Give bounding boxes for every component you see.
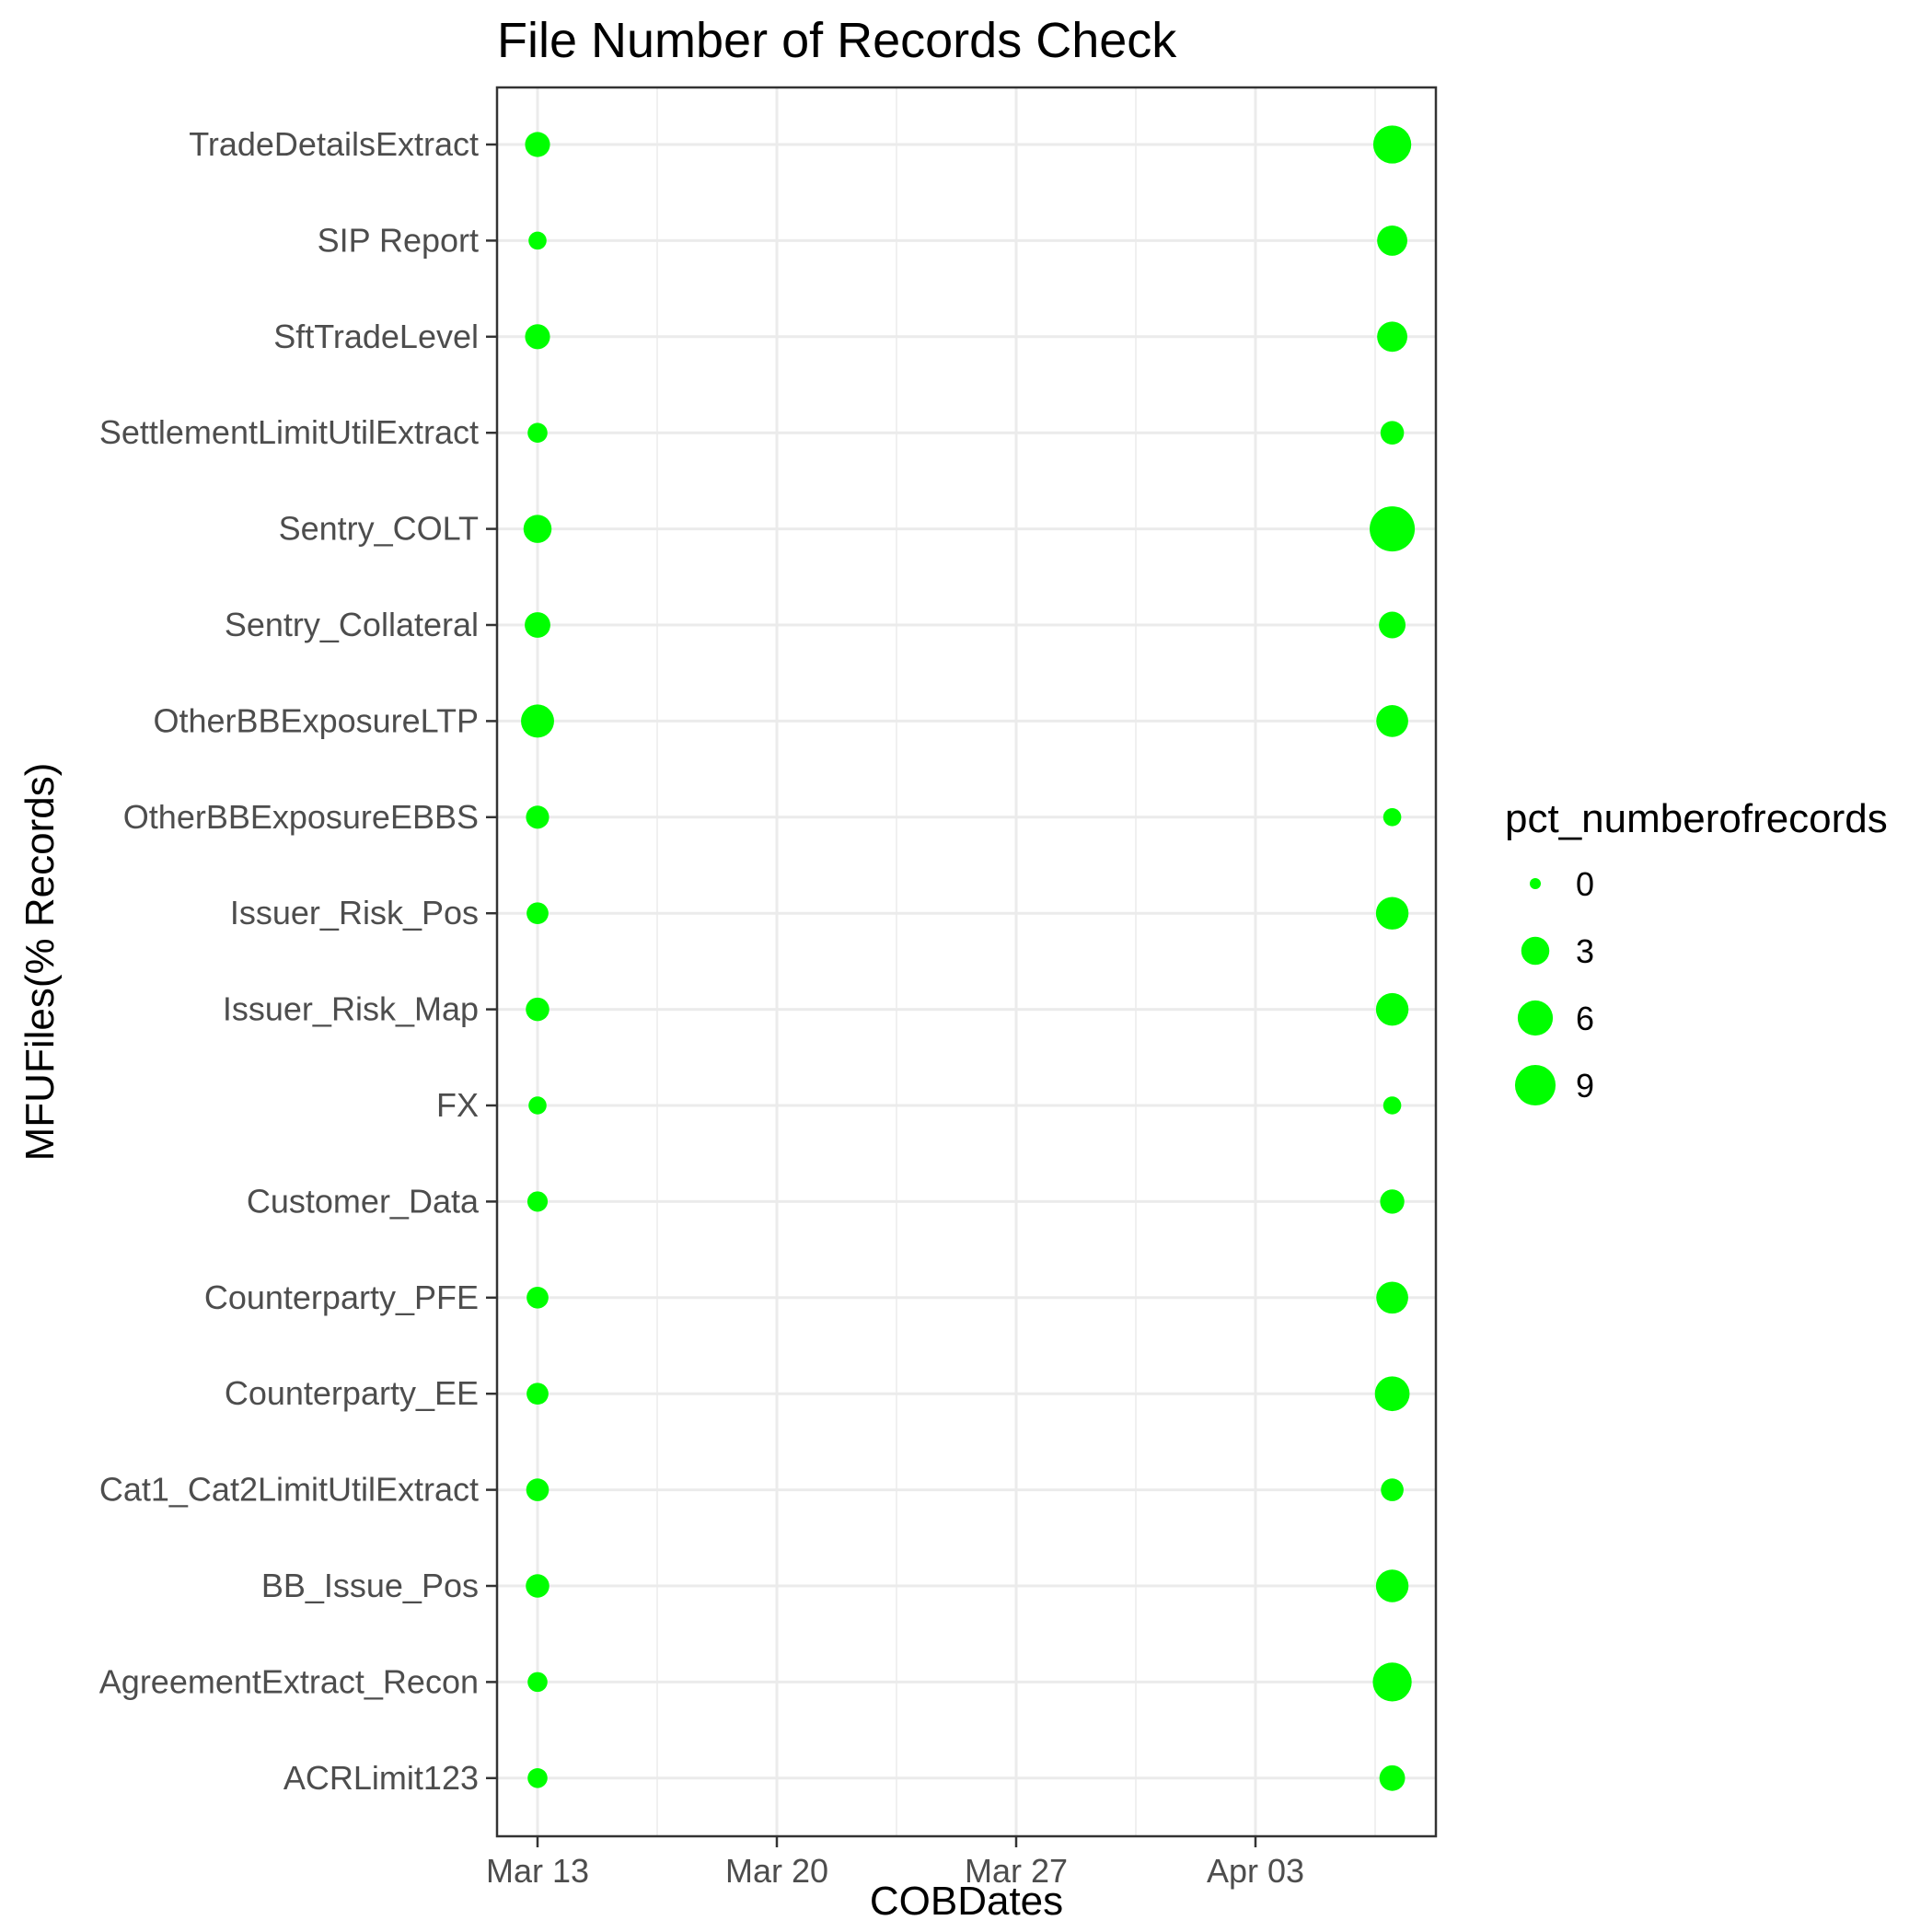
y-axis-title: MFUFiles(% Records) <box>17 763 63 1162</box>
data-point <box>525 612 550 638</box>
legend-key <box>1514 1064 1556 1106</box>
data-point <box>1382 1096 1402 1115</box>
data-point <box>1380 1189 1405 1214</box>
x-tick-label: Mar 20 <box>725 1852 828 1890</box>
points <box>521 125 1416 1791</box>
panel-border <box>495 86 1438 1838</box>
y-tick-label: SettlementLimitUtilExtract <box>99 413 479 451</box>
y-tick-label: Counterparty_EE <box>225 1374 479 1412</box>
data-point <box>1379 1764 1406 1791</box>
data-point <box>526 1478 550 1501</box>
data-point <box>527 422 548 443</box>
y-tick-label: Customer_Data <box>247 1182 480 1220</box>
data-point <box>1372 1662 1412 1702</box>
y-tick-label: FX <box>436 1086 479 1124</box>
data-point <box>1374 1376 1410 1412</box>
data-point <box>525 132 550 157</box>
legend: pct_numberofrecords 0 3 6 9 <box>1505 796 1888 1106</box>
data-point <box>1381 1478 1404 1501</box>
y-tick-label: Counterparty_PFE <box>204 1278 479 1316</box>
data-point <box>1372 125 1412 164</box>
x-axis: Mar 13 Mar 20 Mar 27 Apr 03 <box>486 1836 1304 1890</box>
data-point <box>523 515 552 543</box>
y-tick-label: Sentry_COLT <box>279 510 479 548</box>
y-tick-label: SIP Report <box>318 221 479 259</box>
x-tick-label: Mar 27 <box>965 1852 1068 1890</box>
data-point <box>526 997 550 1022</box>
y-tick-label: TradeDetailsExtract <box>189 125 479 163</box>
grid-major <box>497 87 1436 1836</box>
legend-title: pct_numberofrecords <box>1505 796 1888 841</box>
data-point <box>1375 897 1409 930</box>
data-point <box>527 1672 548 1693</box>
data-point <box>521 704 554 738</box>
y-tick-label: Issuer_Risk_Pos <box>230 894 479 931</box>
y-tick-label: BB_Issue_Pos <box>261 1567 479 1604</box>
y-tick-label: OtherBBExposureEBBS <box>123 798 479 836</box>
data-point <box>1375 992 1409 1026</box>
data-point <box>1377 225 1408 256</box>
data-point <box>1376 1281 1408 1314</box>
data-point <box>526 1191 549 1212</box>
data-point <box>1379 611 1406 639</box>
data-point <box>1370 506 1416 552</box>
y-tick-label: ACRLimit123 <box>283 1759 479 1797</box>
legend-label: 0 <box>1576 865 1594 903</box>
legend-key <box>1517 1000 1554 1036</box>
data-point <box>1375 1569 1409 1602</box>
x-tick-label: Mar 13 <box>486 1852 589 1890</box>
legend-key <box>1530 878 1541 889</box>
data-point <box>526 805 550 829</box>
y-tick-label: Sentry_Collateral <box>225 606 479 643</box>
y-tick-label: Issuer_Risk_Map <box>223 990 479 1028</box>
data-point <box>1382 808 1402 827</box>
data-point <box>526 902 549 925</box>
x-axis-title: COBDates <box>870 1879 1063 1924</box>
data-point <box>528 231 547 250</box>
data-point <box>526 1286 549 1309</box>
y-tick-label: OtherBBExposureLTP <box>154 701 480 739</box>
data-point <box>526 1382 549 1406</box>
chart-title: File Number of Records Check <box>497 13 1177 68</box>
data-point <box>525 324 550 350</box>
legend-key <box>1521 936 1550 966</box>
data-point <box>527 1768 548 1788</box>
data-point <box>1377 321 1408 353</box>
data-point <box>1380 421 1405 445</box>
data-point <box>526 1574 550 1598</box>
y-tick-label: Cat1_Cat2LimitUtilExtract <box>99 1471 479 1509</box>
y-tick-label: AgreementExtract_Recon <box>99 1662 479 1700</box>
grid-minor <box>656 87 1376 1836</box>
data-point <box>528 1096 547 1115</box>
legend-label: 9 <box>1576 1067 1594 1105</box>
data-point <box>1376 705 1408 737</box>
legend-label: 3 <box>1576 932 1594 970</box>
legend-label: 6 <box>1576 1000 1594 1037</box>
y-axis: TradeDetailsExtract SIP Report SftTradeLev… <box>99 125 497 1797</box>
y-tick-label: SftTradeLevel <box>273 318 479 355</box>
x-tick-label: Apr 03 <box>1207 1852 1304 1890</box>
